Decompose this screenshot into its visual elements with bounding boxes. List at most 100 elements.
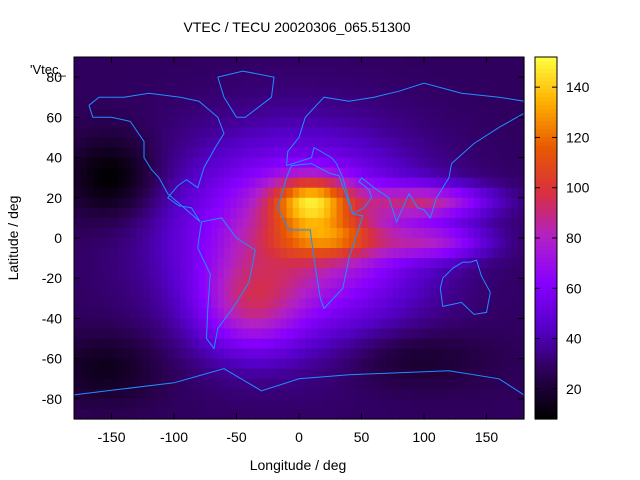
heatmap-cell [367,207,375,219]
heatmap-cell [105,328,113,340]
heatmap-cell [436,227,444,239]
heatmap-cell [399,278,406,289]
heatmap-cell [492,57,500,68]
heatmap-cell [324,388,331,400]
heatmap-cell [411,288,419,299]
heatmap-cell [461,368,469,380]
heatmap-cell [349,107,356,118]
heatmap-cell [217,107,225,118]
heatmap-cell [449,268,456,279]
heatmap-cell [99,187,106,199]
heatmap-cell [430,408,438,420]
heatmap-cell [211,227,219,239]
heatmap-cell [205,298,213,309]
heatmap-cell [261,398,269,410]
heatmap-cell [361,288,369,299]
heatmap-cell [467,388,475,400]
heatmap-cell [392,348,400,360]
heatmap-cell [111,358,119,370]
heatmap-cell [261,197,269,209]
heatmap-cell [311,207,319,219]
heatmap-cell [511,147,519,159]
heatmap-cell [99,318,106,330]
heatmap-cell [86,57,94,68]
heatmap-cell [461,167,469,179]
heatmap-cell [349,187,356,199]
heatmap-cell [205,238,213,249]
heatmap-cell [417,207,425,219]
heatmap-cell [361,338,369,350]
heatmap-cell [467,398,475,410]
heatmap-cell [355,408,363,420]
heatmap-cell [411,207,419,219]
heatmap-cell [367,127,375,139]
heatmap-cell [374,388,381,400]
heatmap-cell [80,207,88,219]
heatmap-cell [261,298,269,309]
heatmap-cell [455,197,463,209]
heatmap-cell [174,298,181,309]
heatmap-cell [211,298,219,309]
heatmap-cell [392,318,400,330]
heatmap-cell [186,378,194,390]
heatmap-cell [517,177,525,189]
heatmap-cell [405,298,413,309]
heatmap-cell [224,368,231,380]
heatmap-cell [286,358,294,370]
heatmap-cell [361,157,369,169]
heatmap-cell [511,278,519,289]
heatmap-cell [342,157,350,169]
heatmap-cell [167,217,175,229]
heatmap-cell [367,167,375,179]
heatmap-cell [92,238,100,249]
heatmap-cell [167,278,175,289]
heatmap-cell [511,328,519,340]
colorbar-segment [535,306,557,311]
heatmap-cell [417,408,425,420]
heatmap-cell [255,378,263,390]
heatmap-cell [499,358,506,370]
heatmap-cell [417,157,425,169]
heatmap-cell [249,268,256,279]
heatmap-cell [230,117,238,128]
heatmap-cell [211,217,219,229]
heatmap-cell [386,167,394,179]
heatmap-cell [436,87,444,98]
heatmap-cell [105,137,113,149]
heatmap-cell [105,97,113,108]
heatmap-cell [74,278,81,289]
heatmap-cell [142,268,150,279]
heatmap-cell [486,87,494,98]
heatmap-cell [392,238,400,249]
heatmap-cell [292,378,300,390]
heatmap-cell [505,117,513,128]
heatmap-cell [92,328,100,340]
heatmap-cell [136,298,144,309]
heatmap-cell [486,227,494,239]
heatmap-cell [486,157,494,169]
heatmap-cell [92,268,100,279]
heatmap-cell [99,87,106,98]
heatmap-cell [292,268,300,279]
heatmap-cell [236,157,244,169]
heatmap-cell [217,227,225,239]
heatmap-cell [367,318,375,330]
heatmap-cell [299,308,306,320]
heatmap-cell [274,248,281,259]
heatmap-cell [74,348,81,360]
heatmap-cell [255,268,263,279]
heatmap-cell [230,67,238,78]
heatmap-cell [111,67,119,78]
heatmap-cell [336,268,344,279]
heatmap-cell [305,348,313,360]
heatmap-cell [405,358,413,370]
heatmap-cell [205,348,213,360]
heatmap-cell [349,298,356,309]
heatmap-cell [192,177,200,189]
heatmap-cell [342,368,350,380]
heatmap-cell [405,308,413,320]
heatmap-cell [174,207,181,219]
heatmap-cell [161,338,169,350]
heatmap-cell [467,258,475,269]
heatmap-cell [167,378,175,390]
